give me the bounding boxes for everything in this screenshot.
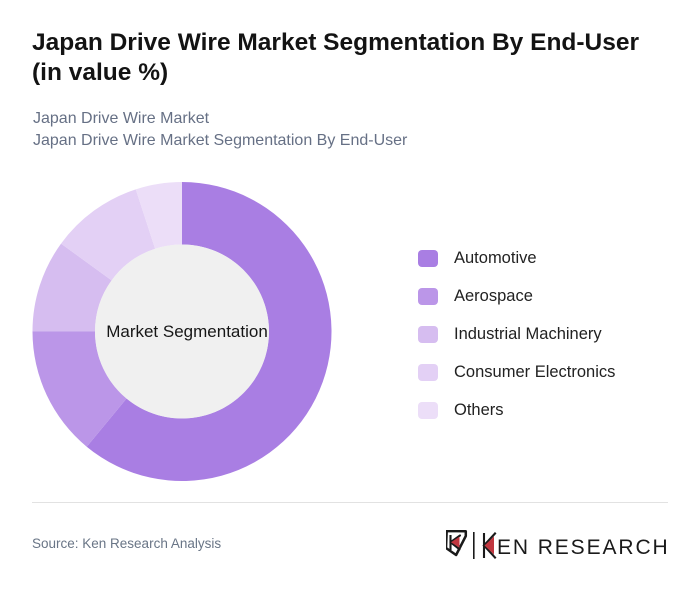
svg-text:EN RESEARCH: EN RESEARCH	[497, 536, 666, 559]
svg-text:Market Segmentation: Market Segmentation	[106, 322, 268, 341]
